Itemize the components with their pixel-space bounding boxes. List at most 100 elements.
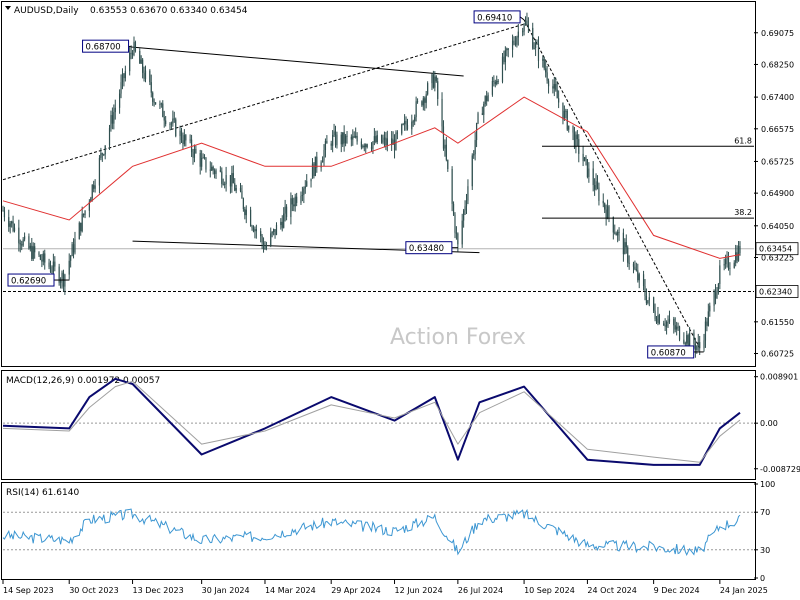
candle-body [432,74,434,88]
candle-body [192,152,194,158]
candle-body [424,98,426,103]
candle-body [275,224,278,235]
candle [83,213,85,218]
candle-body [382,140,384,143]
candle [310,178,312,188]
candle-body [634,266,636,270]
candle [434,71,436,92]
candle-body [556,89,558,99]
candle [212,165,214,175]
candle [481,106,483,116]
candle-body [493,80,495,82]
candle [568,125,570,133]
candle-body [414,117,416,122]
candle [653,296,655,313]
candle [642,270,645,291]
candle-body [70,256,72,261]
candle-body [427,83,429,95]
candle-body [441,98,443,127]
candle [324,138,327,158]
candle-body [110,115,112,129]
candle [103,153,105,157]
trend-line-0 [2,23,525,181]
candle [11,220,13,228]
candle [239,182,242,193]
candle [396,130,399,140]
candle-body [211,166,213,171]
candle [262,237,265,253]
candle-body [553,84,555,89]
candle-body [562,102,564,120]
candle [474,132,476,161]
candle-body [81,213,83,232]
candle-body [586,159,589,177]
candle-body [290,198,292,218]
candle [552,79,554,94]
candle [422,96,424,111]
fib-level-label: 38.2 [734,208,752,217]
candle [542,55,544,68]
candle-body [3,210,6,218]
candle-body [120,82,122,94]
candle-body [201,158,203,167]
price-axis-label: 0.65725 [761,157,794,166]
candle-body [444,144,446,149]
candle-body [189,139,191,141]
candle-body [668,318,671,322]
candle-body [159,104,161,106]
candle [284,199,286,222]
candle [405,116,407,131]
candle [143,66,145,82]
price-axis-label: 0.69075 [761,29,794,38]
candle [251,224,253,231]
candle [121,68,124,90]
candle-body [736,252,738,261]
candle-body [72,244,75,253]
candle-body [64,274,66,287]
candle-body [635,269,637,271]
date-axis-label: 30 Jan 2024 [202,586,250,595]
candle-body [683,339,685,344]
candle [264,241,266,250]
candle [445,136,447,162]
candle [98,155,101,194]
candle-body [461,220,463,245]
candle [332,130,334,153]
candle [321,156,324,163]
candle-body [94,185,96,189]
candle-body [537,44,540,61]
candle [203,154,206,160]
candle [134,40,137,53]
candle [654,303,656,322]
candle [402,122,404,126]
candle [467,179,469,205]
candle [58,263,60,286]
candle-body [585,157,587,160]
candle-body [130,52,132,54]
candle [215,168,217,179]
candle-body [542,58,544,61]
candle [385,132,387,151]
candle-body [467,186,469,201]
candle [244,206,246,220]
candle [496,75,498,86]
candle [162,100,164,118]
candle [149,69,151,86]
candle-body [68,260,70,275]
candle [674,317,676,333]
candle [293,197,295,212]
candle [31,237,33,261]
candle-body [735,252,737,263]
candle-body [523,24,525,32]
candle [19,239,21,253]
candle-body [454,214,456,233]
date-axis-label: 29 Apr 2024 [331,586,380,595]
candle-body [667,321,669,323]
candle-body [383,137,386,141]
candle-body [142,59,144,73]
candle-body [513,40,515,44]
candle [130,45,132,60]
candle-body [532,27,534,49]
candle-body [696,345,698,350]
candle [323,144,325,167]
